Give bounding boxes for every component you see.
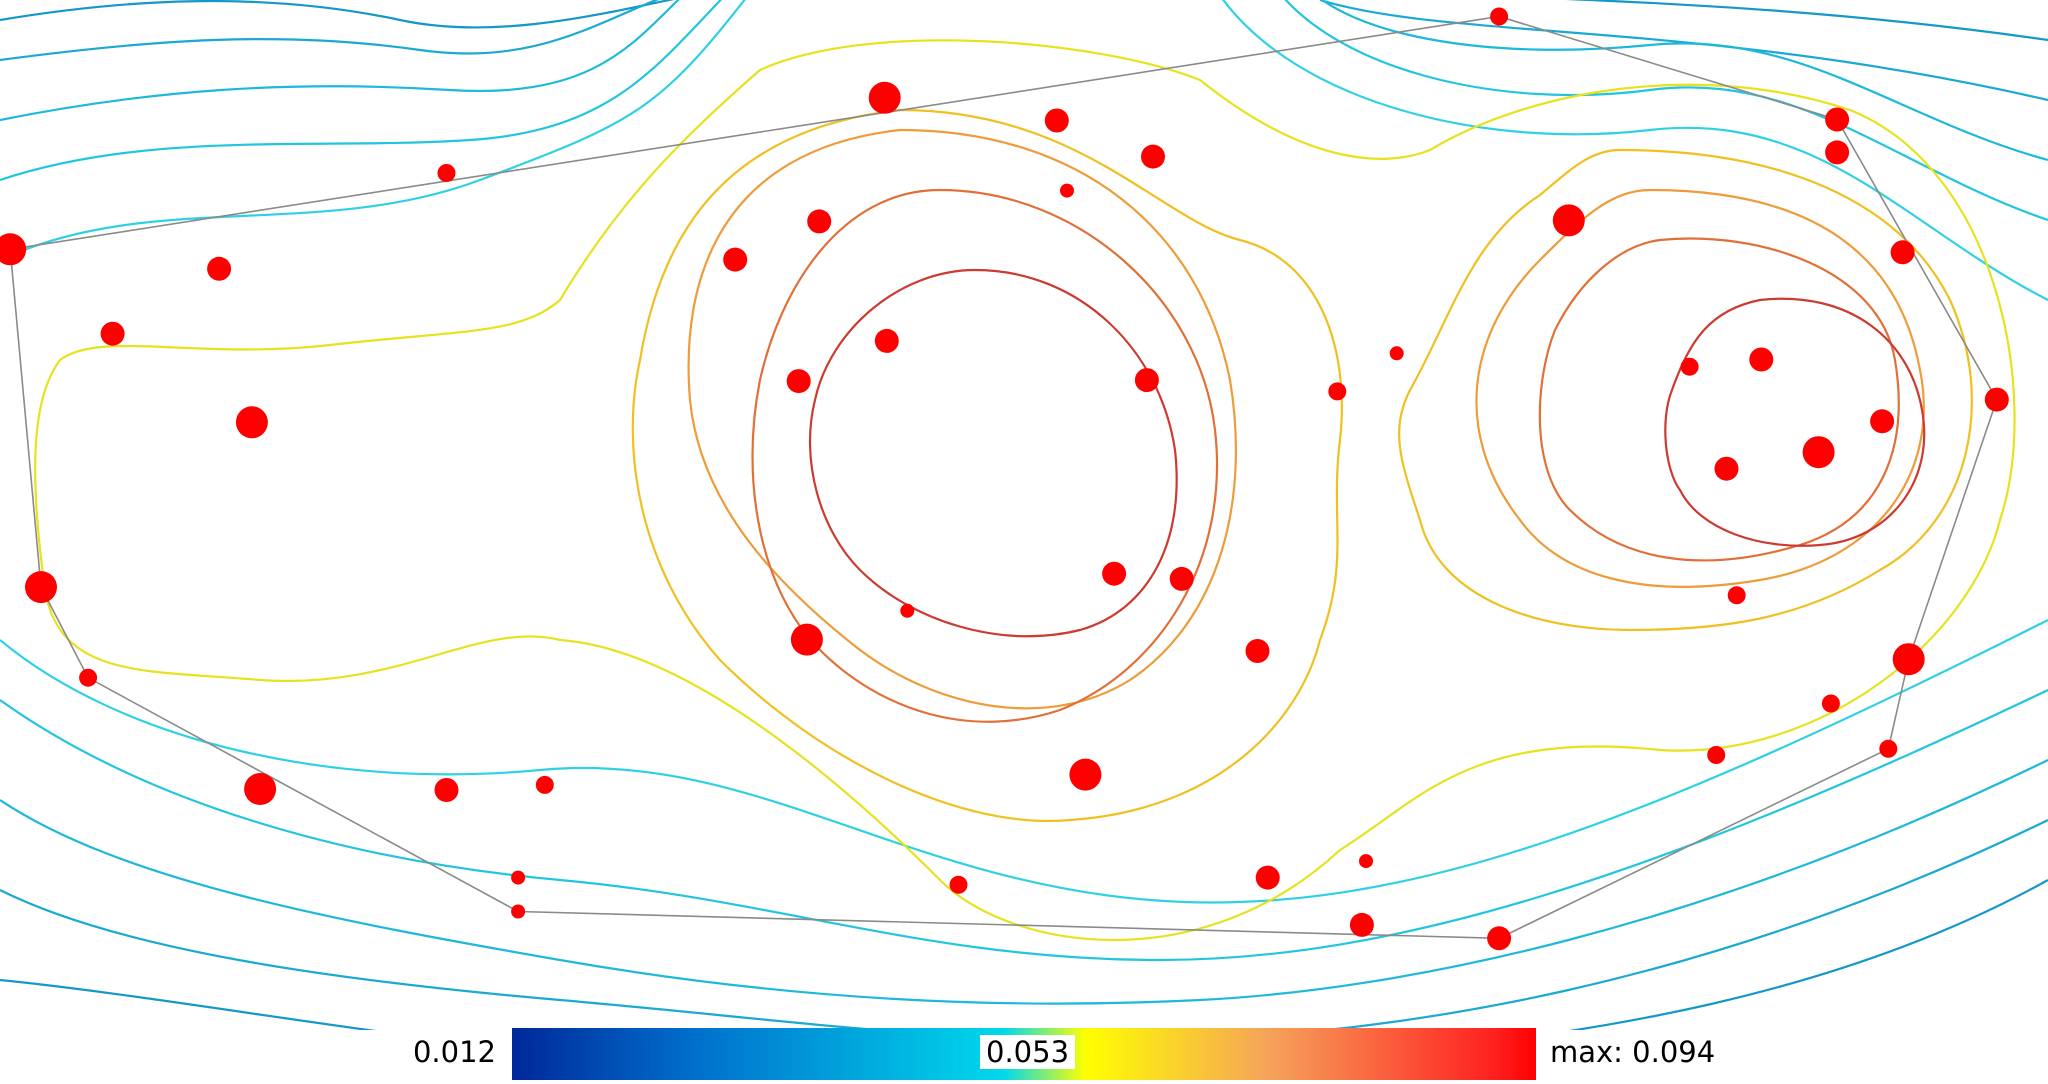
sample-point [1552, 204, 1585, 237]
sample-point [434, 778, 459, 802]
sample-point [1169, 566, 1194, 591]
sample-point [1102, 561, 1127, 586]
contour-line-0.076 [751, 188, 1219, 723]
contour-line-0.068 [1475, 188, 1925, 588]
sample-point [1141, 144, 1165, 169]
sample-point [1044, 108, 1069, 133]
colorbar-max-label: max: 0.094 [1550, 1035, 1716, 1069]
sample-point [511, 904, 526, 919]
sample-point [807, 209, 832, 234]
sample-point [25, 571, 57, 604]
sample-point [1870, 409, 1895, 434]
colorbar-mid-label: 0.053 [980, 1035, 1076, 1069]
contour-lines [0, 0, 2048, 1030]
contour-line-0.028 [0, 0, 2048, 1005]
sample-point [1245, 639, 1270, 663]
sample-point [1359, 854, 1373, 869]
sample-point [786, 369, 811, 394]
sample-point [1060, 183, 1074, 198]
sample-point [1714, 456, 1739, 481]
contour-line-0.052 [34, 39, 2016, 942]
sample-point [244, 773, 277, 805]
sample-point [1680, 357, 1699, 376]
contour-line-0.076 [1538, 237, 1900, 562]
sample-point [790, 623, 823, 656]
sample-point [1490, 7, 1509, 26]
sample-point [1890, 240, 1915, 265]
sample-point [1255, 865, 1280, 890]
sample-point [0, 233, 27, 266]
sample-point [100, 321, 125, 346]
sample-point [1984, 387, 2009, 412]
sample-point [1134, 368, 1159, 393]
sample-points [0, 7, 2009, 951]
sample-point [900, 603, 915, 618]
sample-point [1825, 107, 1850, 132]
sample-point [207, 256, 232, 281]
sample-point [1802, 436, 1835, 469]
sample-point [949, 875, 968, 894]
contour-line-0.06 [631, 108, 1343, 822]
contour-line-0.042 [0, 0, 2048, 904]
sample-point [1487, 926, 1512, 951]
sample-point [1069, 758, 1102, 791]
contour-line-0.06 [1398, 148, 1973, 632]
sample-point [874, 328, 899, 353]
sample-point [511, 870, 526, 885]
sample-point [1749, 347, 1774, 372]
sample-point [1825, 140, 1850, 165]
contour-line-0.016 [0, 0, 2048, 1030]
sample-point [1727, 586, 1746, 605]
sample-point [235, 406, 268, 439]
contour-plot [0, 0, 2048, 1030]
sample-point [1892, 643, 1925, 676]
contour-line-0.068 [687, 128, 1237, 710]
sample-point [1879, 739, 1898, 758]
sample-point [535, 775, 554, 794]
sample-point [79, 668, 98, 687]
sample-point [1389, 346, 1404, 361]
sample-point [1821, 694, 1840, 713]
contour-line-0.022 [0, 0, 2048, 1030]
sample-point [1349, 912, 1374, 937]
sample-point [723, 247, 748, 272]
sample-point [437, 164, 456, 182]
contour-line-0.035 [0, 0, 2048, 962]
sample-point [1328, 382, 1347, 401]
sample-point [868, 81, 901, 114]
contour-line-0.084 [1664, 297, 1926, 547]
sample-point [1707, 746, 1726, 764]
colorbar-min-label: 0.012 [412, 1035, 496, 1069]
